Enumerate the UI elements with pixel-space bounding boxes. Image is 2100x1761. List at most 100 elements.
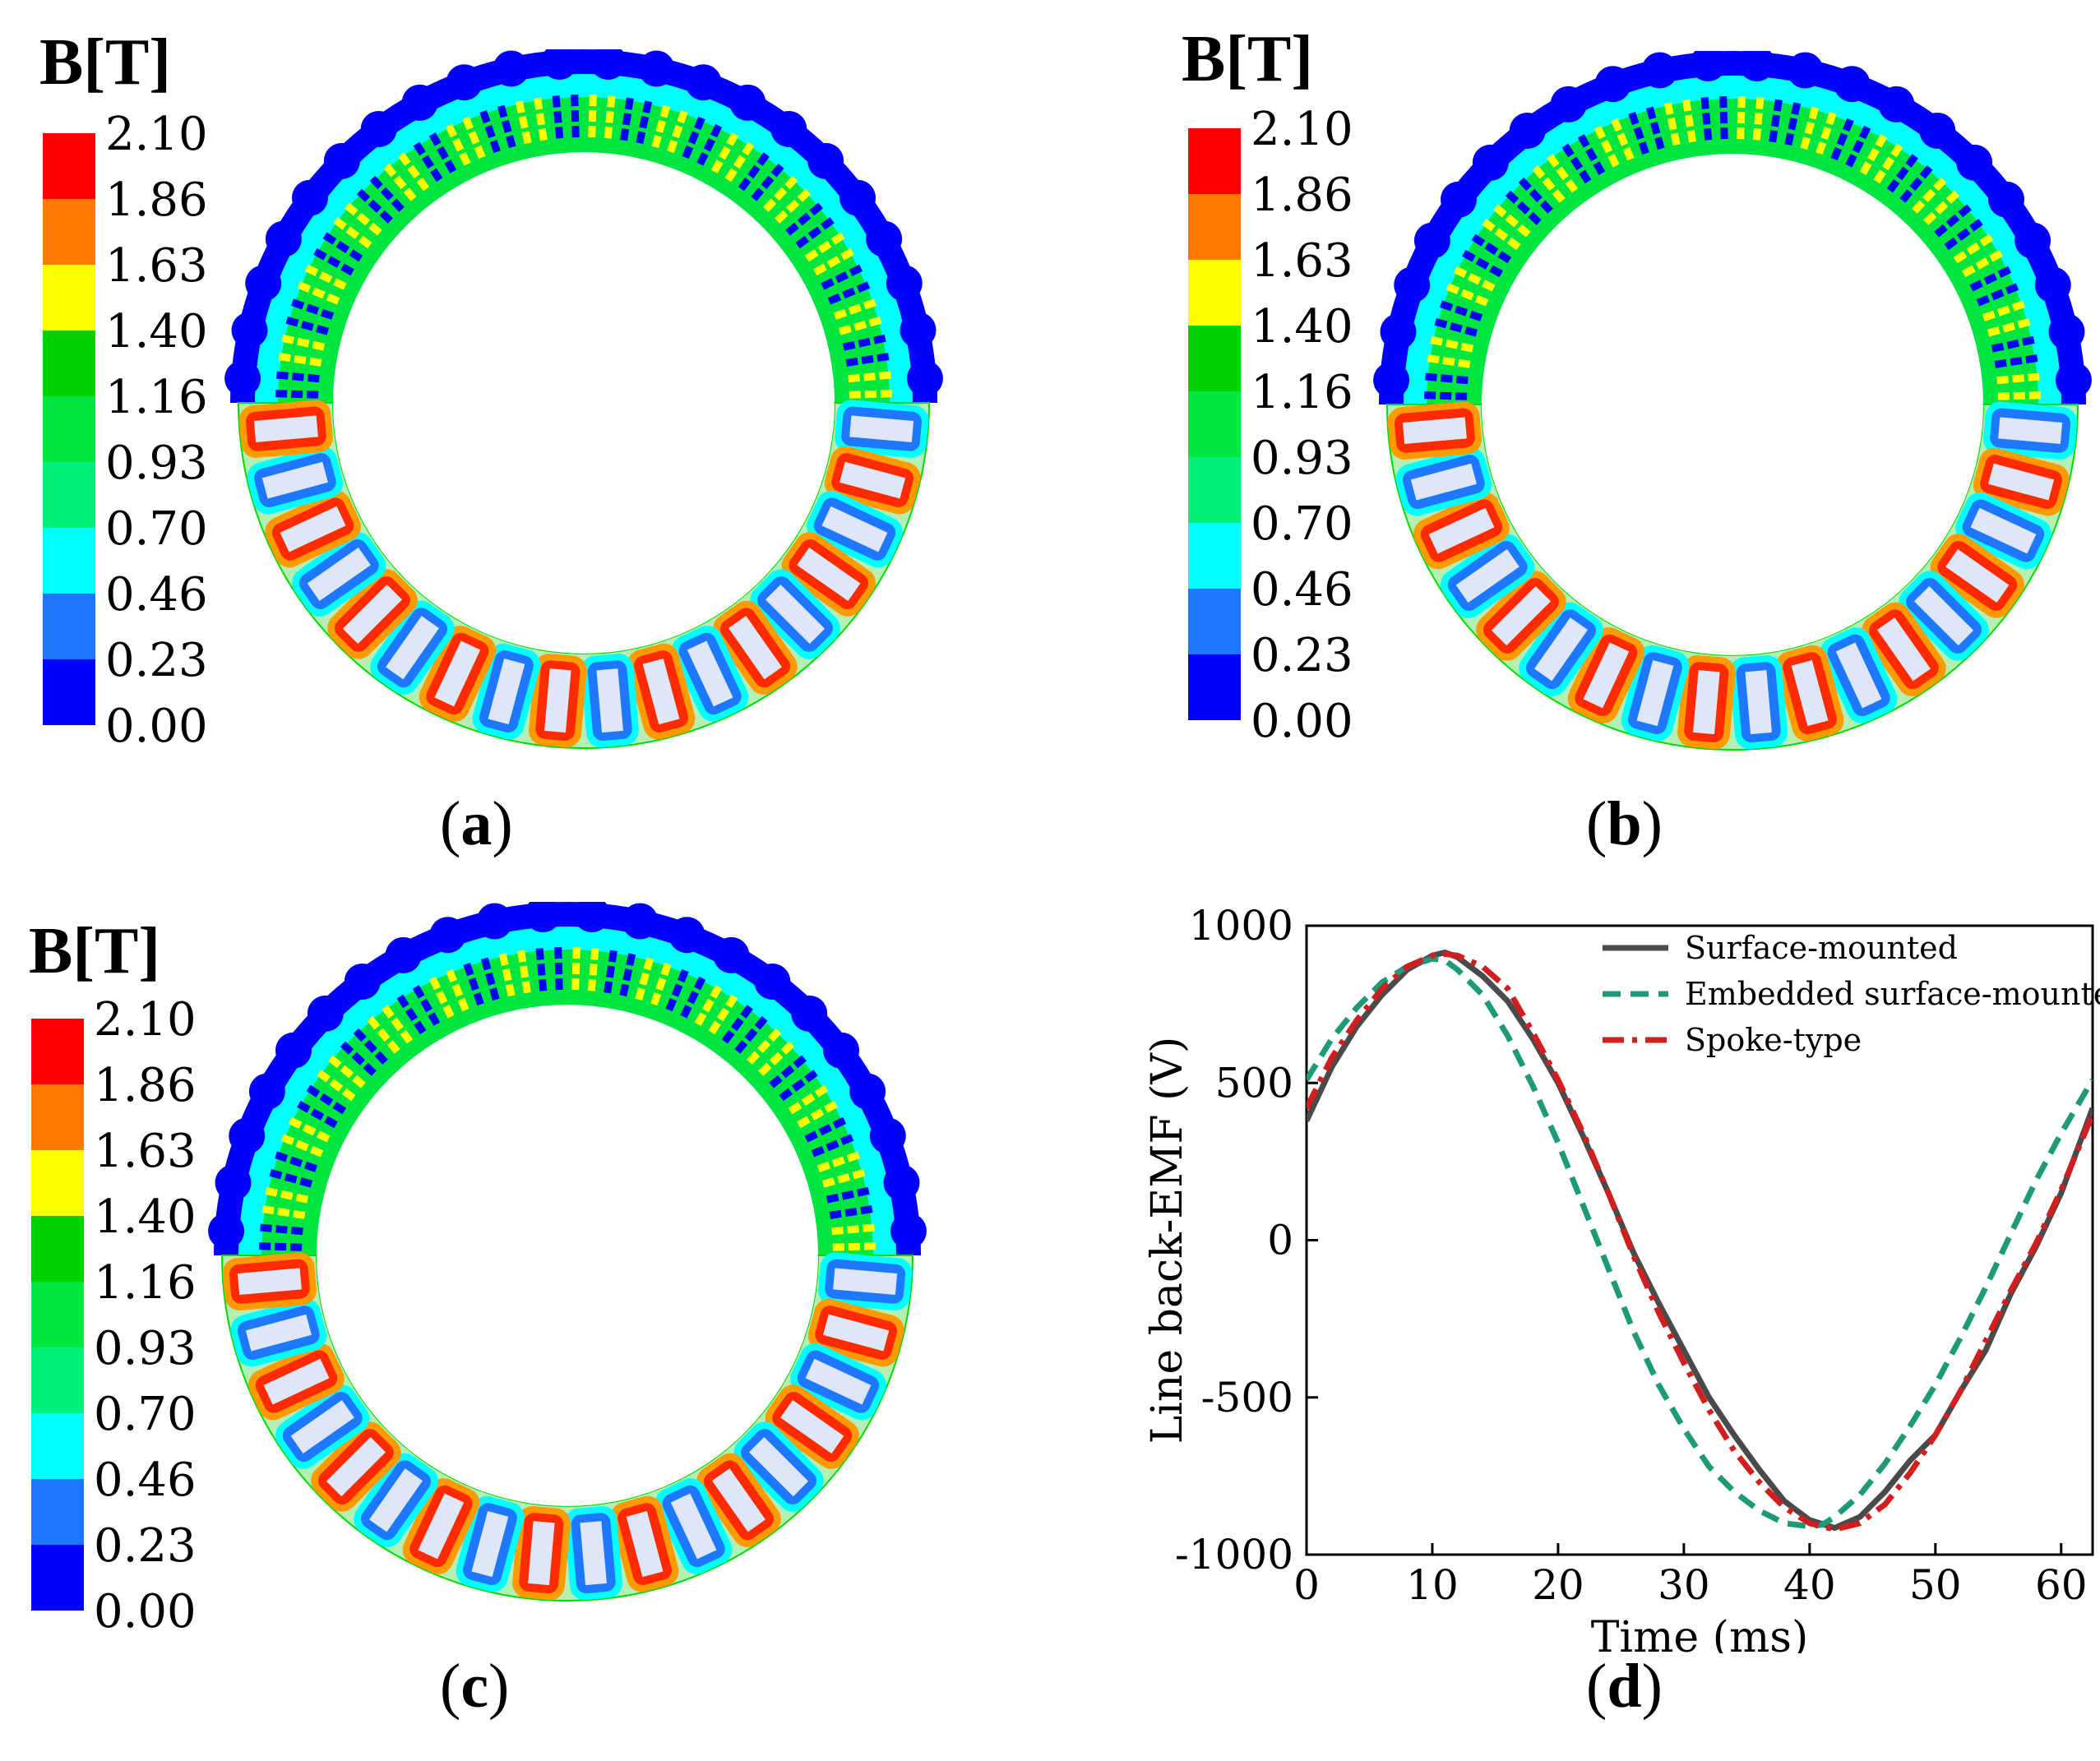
- slot-conductor: [488, 659, 525, 725]
- magnet: [1991, 335, 2035, 353]
- magnet: [785, 202, 823, 236]
- colorbar-band: [1188, 457, 1241, 523]
- stator-slot: [402, 1478, 480, 1574]
- slot-conductor: [729, 616, 782, 680]
- slot-conductor: [1402, 417, 1467, 444]
- stator-slot: [1862, 602, 1946, 696]
- rotor-flux-lobe: [2048, 313, 2085, 350]
- magnet: [1996, 372, 2040, 385]
- stator-slot: [1387, 401, 1482, 460]
- unit-label: B[T]: [39, 26, 171, 99]
- magnet: [821, 264, 863, 290]
- magnet: [1923, 190, 1960, 225]
- magnet: [328, 1055, 366, 1088]
- slot-conductor: [780, 1400, 844, 1454]
- magnet: [571, 95, 580, 138]
- colorbar-level-label: 1.86: [105, 173, 208, 227]
- magnet: [1493, 204, 1531, 238]
- stator-slot: [807, 1298, 904, 1367]
- magnet: [779, 1070, 818, 1102]
- magnet: [297, 1100, 338, 1129]
- magnet: [1899, 165, 1933, 203]
- unit-label: B[T]: [29, 915, 160, 987]
- slot-conductor: [1988, 463, 2055, 501]
- caption-letter: b: [1607, 789, 1642, 858]
- magnet: [1752, 97, 1765, 141]
- magnet: [382, 1005, 414, 1044]
- magnet: [831, 1223, 875, 1236]
- colorbar-band: [31, 1282, 84, 1347]
- colorbar-band: [1188, 391, 1241, 457]
- colorbar-band: [43, 528, 95, 594]
- rotor-flux-lobe: [869, 1117, 906, 1154]
- stator-slot: [696, 1453, 781, 1547]
- slot-conductor: [307, 548, 371, 601]
- rotor-flux-lobe: [1641, 52, 1678, 89]
- stator-slot: [1983, 401, 2078, 460]
- rotor-flux-lobe: [291, 179, 328, 216]
- colorbar-band: [31, 1084, 84, 1150]
- magnet: [280, 1134, 324, 1158]
- magnet: [1427, 354, 1471, 368]
- magnet: [288, 1116, 331, 1143]
- magnet: [1934, 204, 1972, 238]
- caption: (b): [1586, 793, 1663, 855]
- slot-conductor: [840, 461, 906, 499]
- magnet: [446, 968, 469, 1012]
- rotor-flux-lobe: [1988, 181, 2025, 218]
- stator-slot: [1899, 571, 1989, 661]
- colorbar-level-label: 2.10: [94, 993, 197, 1047]
- stator-slot: [1441, 534, 1535, 618]
- slot-conductor: [1428, 507, 1495, 554]
- colorbar-band: [43, 265, 95, 330]
- slot-conductor: [1636, 660, 1674, 727]
- colorbar-band: [43, 594, 95, 659]
- rotor-flux-lobe: [713, 936, 750, 973]
- magnet: [428, 132, 457, 173]
- colorbar-band: [1188, 654, 1241, 720]
- rotor-flux-lobe: [1509, 112, 1546, 149]
- magnet: [1434, 317, 1478, 337]
- y-tick-label: 500: [1215, 1059, 1293, 1107]
- magnet: [604, 950, 618, 994]
- stator-slot: [765, 1384, 859, 1469]
- colorbar-level-label: 1.16: [105, 371, 208, 424]
- stator-slot: [564, 1506, 622, 1601]
- colorbar: 2.10 1.86 1.63 1.40 1.16 0.93 0.70 0.46 0.23 0.00: [1188, 107, 1353, 745]
- rotor-flux-lobe: [446, 64, 483, 101]
- stator-slot: [781, 532, 876, 617]
- magnet: [313, 247, 354, 276]
- magnet: [554, 947, 563, 991]
- colorbar-band: [43, 199, 95, 265]
- slot-conductor: [369, 1468, 423, 1532]
- rotor-flux-lobe: [245, 265, 282, 302]
- x-tick-label: 60: [2035, 1561, 2088, 1609]
- magnet: [1611, 118, 1635, 161]
- magnet: [747, 1028, 782, 1065]
- rotor-flux-lobe: [476, 903, 513, 940]
- rotor-flux-lobe: [1472, 144, 1509, 181]
- stator-half: [1385, 401, 2079, 751]
- magnet: [775, 188, 812, 224]
- panel-d: 0 10 20 30 40 50 60 1000 500 0 -500 -1000 Time (ms) L…: [1050, 880, 2100, 1761]
- rotor-yoke-inner: [1427, 99, 2038, 404]
- magnet: [1845, 125, 1871, 168]
- stator-slot: [327, 569, 418, 659]
- magnet: [281, 334, 326, 351]
- slot-conductor: [237, 1268, 302, 1295]
- magnet: [1997, 391, 2041, 400]
- magnet: [635, 957, 655, 1001]
- x-tick-label: 20: [1532, 1561, 1584, 1609]
- rotor-flux-lobe: [525, 902, 562, 933]
- rotor-flux-lobe: [1738, 51, 1775, 82]
- magnet: [604, 95, 616, 139]
- magnet: [306, 1084, 347, 1115]
- caption-close: ): [1641, 1652, 1663, 1721]
- y-tick-label: -1000: [1175, 1531, 1293, 1578]
- magnet: [1518, 177, 1553, 214]
- rotor-flux-lobe: [1594, 66, 1631, 103]
- x-tick-label: 40: [1783, 1561, 1836, 1609]
- stator-half: [237, 400, 931, 749]
- legend-label: Embedded surface-mounted: [1685, 976, 2100, 1012]
- series-line-spoke-type: [1307, 950, 2093, 1532]
